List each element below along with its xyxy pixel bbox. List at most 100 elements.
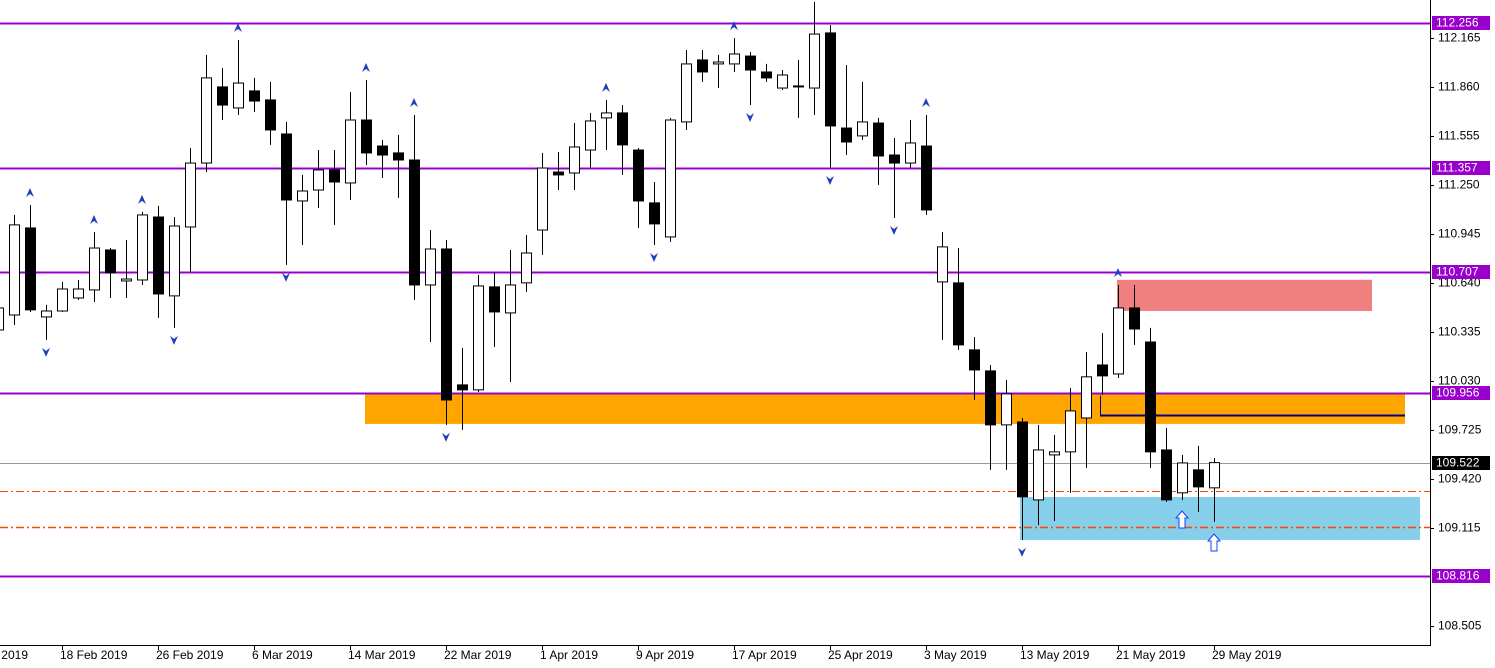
- candle-body: [121, 278, 132, 282]
- candle-body: [377, 145, 388, 156]
- x-tick-label: 29 May 2019: [1212, 648, 1282, 662]
- candle-body: [697, 59, 708, 73]
- candle-body: [361, 119, 372, 154]
- candle-body: [57, 288, 68, 312]
- candle-body: [329, 169, 340, 183]
- candle-body: [617, 112, 628, 146]
- x-tick-label: 18 Feb 2019: [60, 648, 128, 662]
- candle-body: [1129, 307, 1140, 330]
- x-tick-label: 1 Apr 2019: [540, 648, 598, 662]
- candle-body: [665, 119, 676, 238]
- x-tick-label: 9 Apr 2019: [636, 648, 694, 662]
- candle-body: [857, 121, 868, 137]
- candle-body: [985, 370, 996, 426]
- y-tick-label: 110.335: [1438, 325, 1481, 339]
- candle-body: [281, 133, 292, 201]
- candle-body: [1017, 421, 1028, 498]
- candle-body: [1209, 462, 1220, 489]
- candle-body: [729, 53, 740, 65]
- level-label: 110.707: [1436, 265, 1479, 279]
- level-label: 109.956: [1436, 386, 1480, 400]
- candle-body: [1161, 449, 1172, 501]
- zone: [365, 392, 1405, 424]
- level-label: 112.256: [1436, 16, 1479, 30]
- candle-body: [825, 32, 836, 127]
- candle-body: [1081, 376, 1092, 419]
- x-tick-label: 3 May 2019: [924, 648, 987, 662]
- candle-body: [905, 142, 916, 164]
- candle-body: [265, 99, 276, 131]
- x-tick-label: 26 Feb 2019: [156, 648, 224, 662]
- y-tick-label: 109.115: [1438, 521, 1481, 535]
- candle-body: [249, 90, 260, 102]
- fractal-down: [826, 176, 834, 186]
- fractal-up: [362, 62, 370, 72]
- candle-body: [489, 286, 500, 313]
- candle-body: [1065, 410, 1076, 453]
- x-tick-label: 14 Mar 2019: [348, 648, 416, 662]
- candle-body: [73, 288, 84, 299]
- fractal-down: [282, 272, 290, 282]
- level-label-box: [1432, 569, 1490, 583]
- level-label-box: [1432, 386, 1490, 400]
- level-label-box: [1432, 161, 1490, 175]
- fractal-up: [1114, 267, 1122, 277]
- candle-body: [761, 71, 772, 79]
- candle-body: [153, 216, 164, 295]
- x-tick-label: 21 May 2019: [1116, 648, 1186, 662]
- candle-body: [1113, 307, 1124, 375]
- candle-body: [105, 249, 116, 274]
- fractal-up: [922, 98, 930, 108]
- candle-body: [217, 86, 228, 106]
- candle-body: [425, 248, 436, 286]
- y-tick-label: 111.860: [1438, 80, 1480, 94]
- level-label-box: [1432, 16, 1490, 30]
- x-tick-label: 6 Mar 2019: [252, 648, 313, 662]
- candle-body: [441, 248, 452, 401]
- fractal-down: [1018, 547, 1026, 557]
- level-label: 111.357: [1436, 161, 1478, 175]
- candle-body: [841, 127, 852, 143]
- y-tick-label: 110.030: [1438, 374, 1481, 388]
- zone: [1117, 279, 1372, 311]
- fractal-up: [602, 82, 610, 92]
- candle-body: [793, 85, 804, 88]
- candle-body: [553, 171, 564, 176]
- candle-body: [537, 167, 548, 231]
- fractal-up: [234, 22, 242, 32]
- x-tick-label: 17 Apr 2019: [732, 648, 797, 662]
- candle-body: [1193, 469, 1204, 488]
- candle-body: [1177, 462, 1188, 494]
- candle-body: [921, 145, 932, 211]
- candle-body: [169, 225, 180, 297]
- candle-body: [953, 282, 964, 346]
- level-label: 108.816: [1436, 569, 1480, 583]
- candle-body: [137, 214, 148, 281]
- candle-body: [601, 112, 612, 119]
- candle-body: [969, 349, 980, 371]
- candle-body: [649, 202, 660, 225]
- candle-body: [393, 152, 404, 161]
- price-label-box: [1432, 456, 1490, 470]
- candle-body: [185, 162, 196, 228]
- candle-body: [201, 77, 212, 164]
- fractal-up: [138, 194, 146, 204]
- fractal-up: [26, 187, 34, 197]
- fractal-up: [90, 214, 98, 224]
- level-label-box: [1432, 265, 1490, 279]
- candle-body: [1049, 451, 1060, 456]
- candle-body: [1145, 341, 1156, 453]
- x-tick-label: 22 Mar 2019: [444, 648, 512, 662]
- candle-body: [521, 252, 532, 284]
- candle-body: [345, 119, 356, 184]
- y-tick-label: 110.945: [1438, 227, 1481, 241]
- fractal-down: [650, 252, 658, 262]
- candle-body: [505, 284, 516, 314]
- candle-body: [9, 224, 20, 316]
- x-tick-label: 25 Apr 2019: [828, 648, 893, 662]
- y-tick-label: 111.555: [1438, 129, 1480, 143]
- candle-body: [1097, 364, 1108, 377]
- candle-body: [777, 74, 788, 89]
